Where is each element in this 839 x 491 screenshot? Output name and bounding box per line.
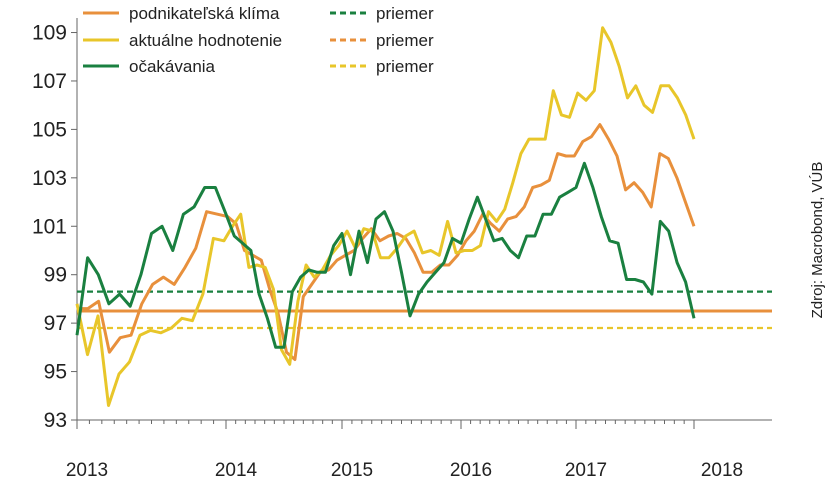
y-tick-label: 97: [44, 312, 67, 335]
legend-label: priemer: [376, 31, 434, 50]
legend-label: priemer: [376, 57, 434, 76]
y-tick-label: 109: [32, 22, 67, 45]
y-tick-label: 99: [44, 264, 67, 287]
source-label: Zdroj: Macrobond, VÚB: [809, 162, 826, 319]
legend: podnikateľská klíma aktuálne hodnotenie oč…: [83, 4, 434, 76]
x-tick-label: 2014: [215, 460, 258, 481]
x-tick-label: 2018: [701, 460, 743, 481]
x-tick-label: 2013: [66, 460, 108, 481]
legend-label: aktuálne hodnotenie: [129, 31, 282, 50]
y-tick-label: 95: [44, 361, 67, 384]
y-tick-label: 103: [32, 167, 67, 190]
average-lines: [77, 290, 772, 330]
y-tick-label: 93: [44, 409, 67, 432]
x-tick-label: 2016: [450, 460, 492, 481]
x-tick-label: 2017: [565, 460, 607, 481]
x-tick-label: 2015: [331, 460, 373, 481]
y-tick-label: 105: [32, 118, 67, 141]
legend-label: očakávania: [129, 57, 216, 76]
y-axis: 109 107 105 103 101 99 97 95 93: [32, 18, 78, 432]
legend-label: priemer: [376, 4, 434, 23]
y-tick-label: 101: [32, 215, 67, 238]
legend-label: podnikateľská klíma: [129, 4, 280, 23]
series-line: [75, 161, 696, 349]
x-axis: 2013 2014 2015 2016 2017 2018: [66, 419, 772, 481]
y-tick-label: 107: [32, 70, 67, 93]
series-line: [75, 26, 696, 407]
series-line: [77, 123, 696, 361]
series-lines: [75, 26, 696, 407]
